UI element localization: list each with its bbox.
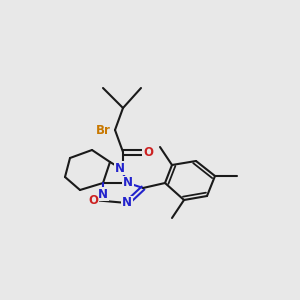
Text: N: N (98, 188, 108, 200)
Text: O: O (143, 146, 153, 158)
Text: N: N (122, 196, 132, 209)
Text: O: O (88, 194, 98, 206)
Text: N: N (123, 176, 133, 190)
Text: Br: Br (96, 124, 110, 136)
Text: N: N (115, 161, 125, 175)
